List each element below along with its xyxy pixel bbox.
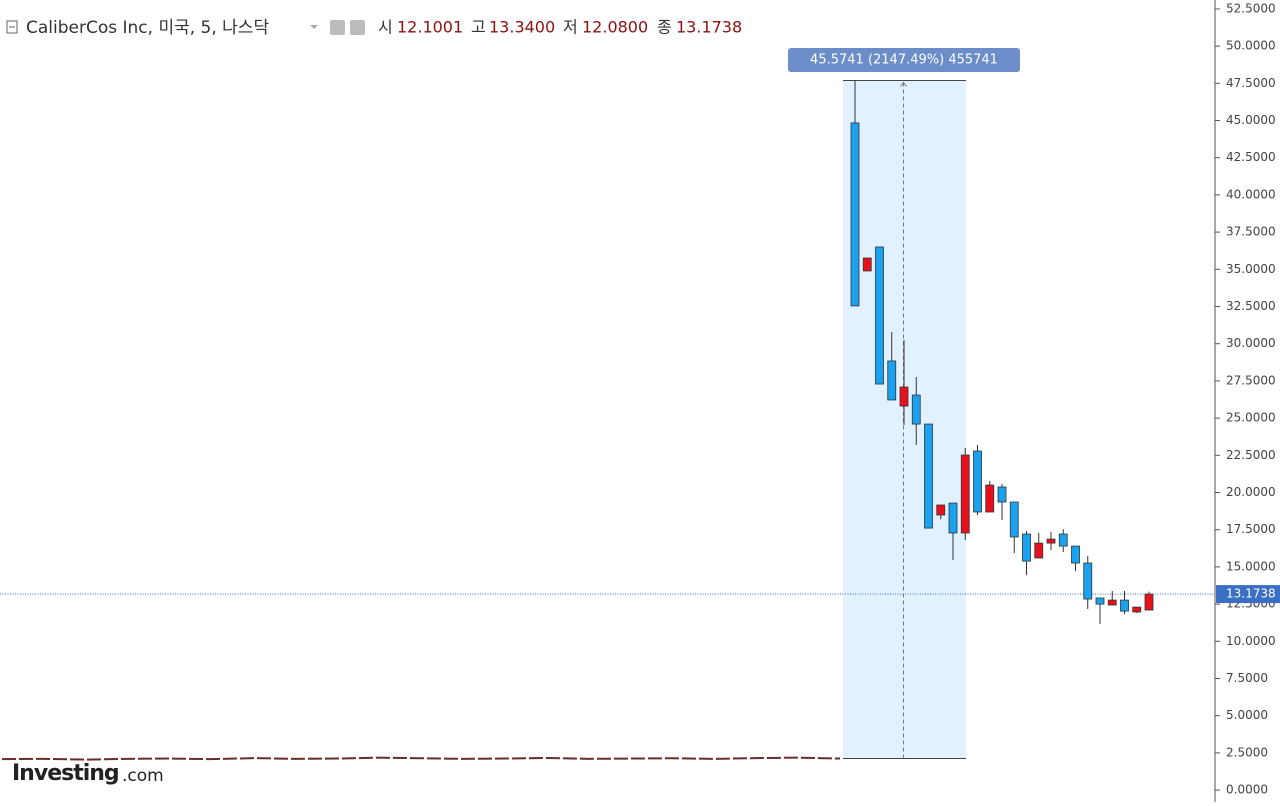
y-tick-label: 5.0000 — [1226, 708, 1268, 722]
y-tick-label: 42.5000 — [1226, 150, 1276, 164]
y-tick-label: 27.5000 — [1226, 373, 1276, 387]
last-price-tag — [1216, 585, 1280, 604]
candle-body — [1071, 545, 1080, 564]
measure-label: 45.5741 (2147.49%) 455741 — [810, 53, 998, 68]
candle-body — [899, 386, 909, 407]
low-label: 저 — [563, 18, 578, 37]
y-tick-label: 0.0000 — [1226, 783, 1268, 797]
y-tick-label: 25.0000 — [1226, 411, 1276, 425]
measure-label-box — [788, 48, 1020, 72]
close-value: 13.1738 — [676, 18, 742, 37]
candle-body — [875, 246, 884, 385]
header: CaliberCos Inc, 미국, 5, 나스닥 시 12.1001 고 1… — [6, 18, 742, 38]
measure-arrowhead — [900, 81, 907, 87]
candle-body — [1095, 597, 1105, 605]
dropdown-arrow[interactable] — [310, 25, 318, 29]
candle-body — [960, 454, 970, 534]
candle-body — [1132, 606, 1142, 613]
collapse-icon[interactable] — [6, 20, 18, 34]
eye-icon[interactable] — [330, 20, 345, 35]
y-tick-label: 10.0000 — [1226, 634, 1276, 648]
candle-body — [1022, 533, 1031, 562]
candle-body — [936, 504, 946, 516]
y-tick-label: 40.0000 — [1226, 187, 1276, 201]
candle-body — [985, 484, 995, 513]
high-label: 고 — [471, 18, 486, 37]
y-tick-label: 2.5000 — [1226, 745, 1268, 759]
y-tick-label: 37.5000 — [1226, 225, 1276, 239]
candle-body — [1046, 538, 1056, 544]
candle-body — [997, 486, 1007, 503]
candle-body — [924, 423, 933, 529]
candle-body — [1144, 593, 1154, 611]
y-tick-label: 22.5000 — [1226, 448, 1276, 462]
y-tick-label: 45.0000 — [1226, 113, 1276, 127]
y-tick-label: 17.5000 — [1226, 522, 1276, 536]
brand-suffix: .com — [122, 766, 164, 786]
candle-body — [1009, 501, 1019, 538]
candle-body — [1083, 562, 1093, 600]
candle-body — [911, 394, 921, 425]
settings-icon[interactable] — [350, 20, 365, 35]
open-value: 12.1001 — [397, 18, 463, 37]
y-tick-label: 7.5000 — [1226, 671, 1268, 685]
close-label: 종 — [657, 18, 672, 37]
symbol-title: CaliberCos Inc, 미국, 5, 나스닥 — [26, 18, 269, 38]
candle-body — [1058, 533, 1068, 547]
plot — [0, 79, 1215, 761]
candle-body — [862, 257, 872, 272]
y-tick-label: 47.5000 — [1226, 76, 1276, 90]
y-tick-label: 20.0000 — [1226, 485, 1276, 499]
open-label: 시 — [378, 18, 393, 37]
y-tick-label: 35.0000 — [1226, 262, 1276, 276]
candle-body — [948, 502, 958, 534]
candle-body — [850, 122, 860, 307]
brand-logo: Investing — [12, 761, 119, 786]
history-line — [1, 756, 841, 761]
last-price-label: 13.1738 — [1226, 587, 1276, 601]
low-value: 12.0800 — [582, 18, 648, 37]
candle-body — [887, 360, 897, 401]
y-tick-label: 15.0000 — [1226, 559, 1276, 573]
y-tick-label: 30.0000 — [1226, 336, 1276, 350]
high-value: 13.3400 — [489, 18, 555, 37]
candle-body — [1107, 599, 1117, 606]
candle-body — [1120, 599, 1129, 612]
y-tick-label: 32.5000 — [1226, 299, 1276, 313]
y-tick-label: 50.0000 — [1226, 39, 1276, 53]
y-tick-label: 52.5000 — [1226, 1, 1276, 15]
candle-body — [973, 450, 982, 513]
candle-body — [1034, 542, 1044, 559]
